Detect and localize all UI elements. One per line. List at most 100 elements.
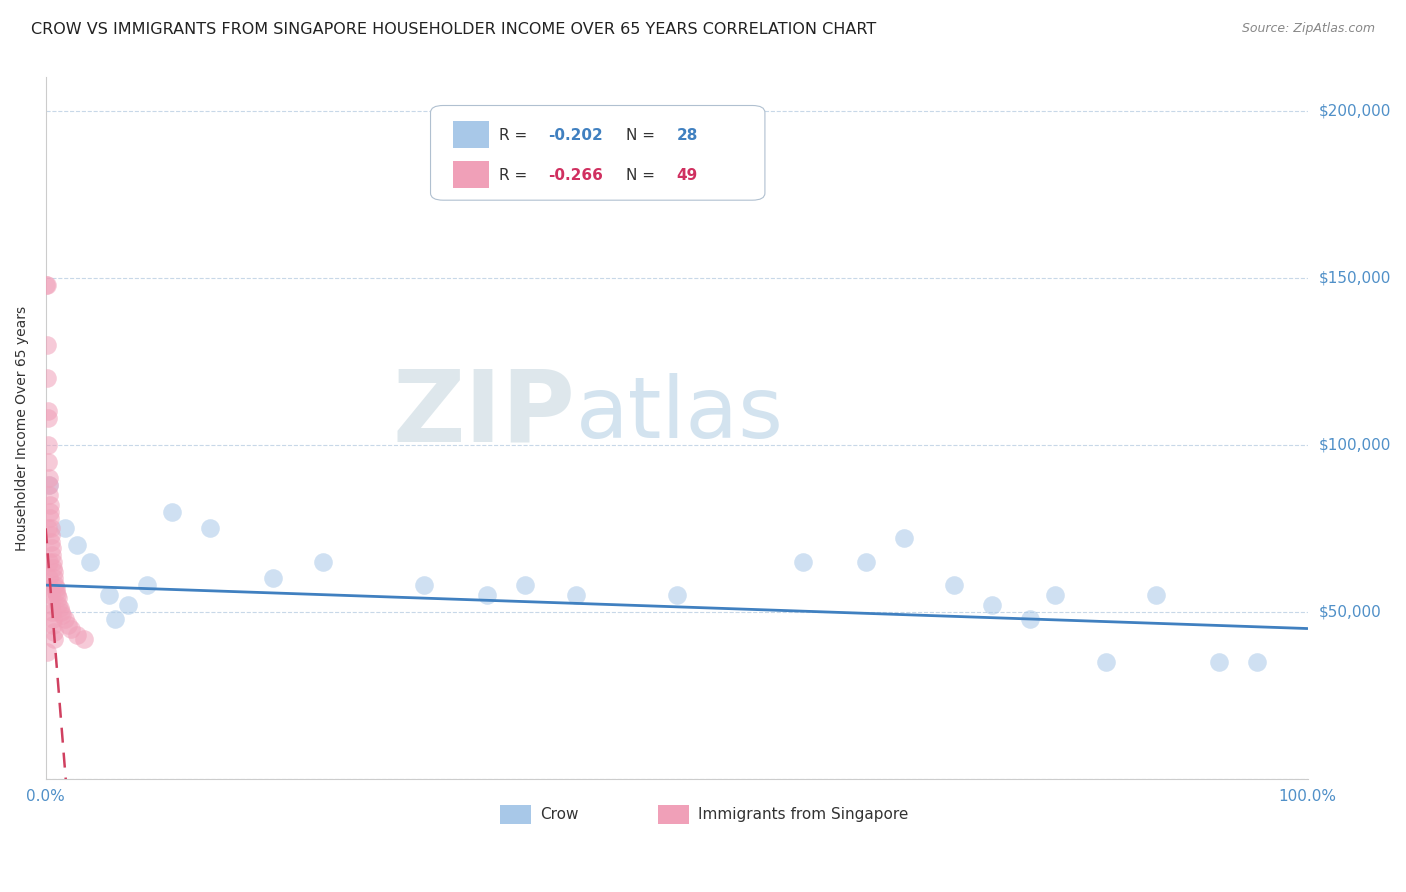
Point — [38, 478, 60, 492]
Text: $200,000: $200,000 — [1319, 103, 1391, 119]
Point — [41, 605, 63, 619]
Point — [46, 591, 69, 606]
Point — [41, 534, 63, 549]
Point — [37, 438, 59, 452]
Point — [44, 632, 66, 646]
Point — [37, 521, 59, 535]
Point — [515, 578, 537, 592]
Point — [477, 588, 499, 602]
FancyBboxPatch shape — [430, 105, 765, 200]
Point — [35, 277, 58, 292]
Point — [41, 548, 63, 562]
Point — [39, 588, 62, 602]
Point — [49, 605, 72, 619]
Text: Source: ZipAtlas.com: Source: ZipAtlas.com — [1241, 22, 1375, 36]
Text: ZIP: ZIP — [392, 366, 575, 463]
Point — [198, 521, 221, 535]
Point — [39, 582, 62, 596]
Point — [39, 505, 62, 519]
Point — [41, 541, 63, 556]
Text: $100,000: $100,000 — [1319, 437, 1391, 452]
Point — [413, 578, 436, 592]
Text: $50,000: $50,000 — [1319, 605, 1381, 619]
Point — [1094, 655, 1116, 669]
Point — [42, 618, 65, 632]
Point — [37, 404, 59, 418]
Point — [135, 578, 157, 592]
Text: atlas: atlas — [575, 373, 783, 456]
Text: CROW VS IMMIGRANTS FROM SINGAPORE HOUSEHOLDER INCOME OVER 65 YEARS CORRELATION C: CROW VS IMMIGRANTS FROM SINGAPORE HOUSEH… — [31, 22, 876, 37]
Point — [943, 578, 966, 592]
Bar — [453, 121, 488, 148]
Point — [42, 561, 65, 575]
Point — [1246, 655, 1268, 669]
Point — [37, 411, 59, 425]
Point — [117, 598, 139, 612]
Point — [41, 598, 63, 612]
Point — [42, 624, 65, 639]
Point — [39, 528, 62, 542]
Point — [35, 337, 58, 351]
Text: 28: 28 — [676, 128, 697, 143]
Point — [45, 584, 67, 599]
Point — [1144, 588, 1167, 602]
Point — [37, 371, 59, 385]
Text: -0.202: -0.202 — [548, 128, 603, 143]
Point — [312, 555, 335, 569]
Point — [893, 532, 915, 546]
Point — [48, 601, 70, 615]
Point — [53, 521, 76, 535]
Point — [38, 471, 60, 485]
Point — [38, 498, 60, 512]
Bar — [453, 161, 488, 188]
Point — [41, 555, 63, 569]
Point — [58, 618, 80, 632]
Text: R =: R = — [499, 168, 531, 183]
Point — [46, 588, 69, 602]
Point — [45, 582, 67, 596]
Point — [51, 608, 73, 623]
Text: 49: 49 — [676, 168, 697, 183]
Point — [97, 588, 120, 602]
Point — [44, 578, 66, 592]
Point — [38, 488, 60, 502]
Point — [262, 571, 284, 585]
Point — [41, 611, 63, 625]
Point — [42, 565, 65, 579]
Text: -0.266: -0.266 — [548, 168, 603, 183]
Point — [44, 571, 66, 585]
Point — [39, 511, 62, 525]
Point — [66, 538, 89, 552]
Point — [59, 622, 82, 636]
Point — [72, 632, 94, 646]
Point — [1019, 611, 1042, 625]
Point — [1043, 588, 1066, 602]
Point — [39, 521, 62, 535]
Point — [66, 628, 89, 642]
Point — [855, 555, 877, 569]
Text: R =: R = — [499, 128, 531, 143]
Point — [35, 277, 58, 292]
Point — [1208, 655, 1230, 669]
Point — [38, 571, 60, 585]
Point — [104, 611, 127, 625]
Point — [46, 598, 69, 612]
Text: N =: N = — [626, 168, 659, 183]
Point — [665, 588, 688, 602]
Point — [53, 611, 76, 625]
Text: Immigrants from Singapore: Immigrants from Singapore — [697, 807, 908, 822]
Text: $150,000: $150,000 — [1319, 270, 1391, 285]
Bar — [658, 805, 689, 824]
Bar — [501, 805, 531, 824]
Point — [792, 555, 814, 569]
Point — [37, 645, 59, 659]
Text: Crow: Crow — [540, 807, 579, 822]
Point — [160, 505, 183, 519]
Point — [79, 555, 101, 569]
Point — [37, 454, 59, 468]
Y-axis label: Householder Income Over 65 years: Householder Income Over 65 years — [15, 306, 30, 550]
Point — [564, 588, 586, 602]
Text: N =: N = — [626, 128, 659, 143]
Point — [38, 555, 60, 569]
Point — [38, 478, 60, 492]
